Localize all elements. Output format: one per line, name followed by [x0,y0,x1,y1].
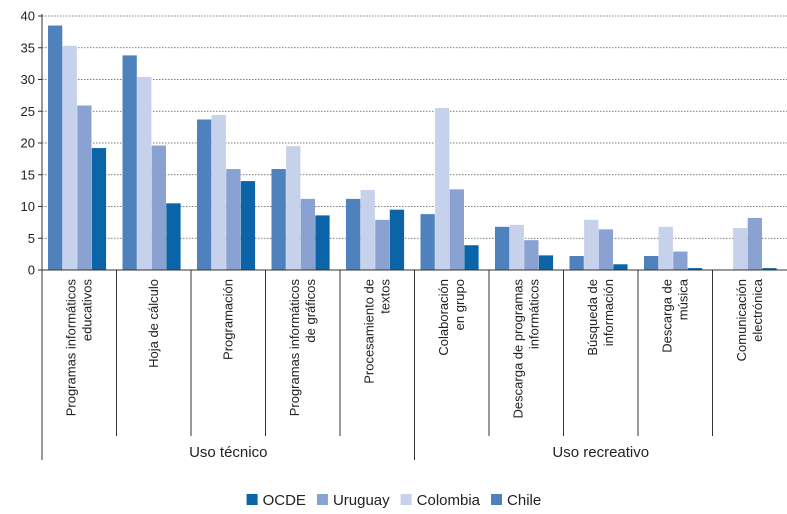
bar-uruguay [151,145,166,270]
bar-colombia [435,108,450,270]
category-label-line: educativos [79,279,94,342]
bar-ocde [613,264,628,270]
category-label: Programas informáticos educativos [63,279,94,417]
legend-item: OCDE [246,492,306,509]
category-label: Descarga de música [659,278,690,352]
category-label: Hoja de cálculo [146,279,161,368]
legend-label: Colombia [417,492,481,509]
bar-uruguay [300,198,315,270]
bar-colombia [137,76,152,271]
bar-colombia [509,224,524,270]
bar-chile [271,169,286,270]
legend-label: Chile [507,492,541,509]
category-label-line: información [601,279,616,346]
legend-label: Uruguay [333,492,390,509]
bar-ocde [687,268,703,270]
bar-uruguay [747,217,762,270]
bar-ocde [91,148,107,270]
bar-colombia [360,189,375,270]
bar-uruguay [598,229,613,270]
bar-uruguay [375,219,390,270]
category-label-line: música [675,278,690,320]
legend-swatch [316,494,328,505]
bar-chile [48,25,63,271]
category-label-line: Descarga de [659,279,674,353]
category-label-line: electrónica [750,278,765,342]
bar-chile [122,55,137,271]
category-label: Programación [220,279,235,360]
bar-uruguay [77,105,92,270]
bar-uruguay [524,240,539,270]
bar-chile [197,119,212,270]
y-tick-label: 10 [21,199,35,214]
legend-swatch [400,494,412,505]
legend-label: OCDE [263,492,306,509]
category-label-line: Búsqueda de [585,279,600,356]
y-tick-label: 0 [28,263,35,278]
bar-ocde [538,255,554,270]
legend-item: Colombia [400,492,481,509]
gridlines [42,15,787,239]
category-label: Búsqueda de información [585,279,616,356]
category-label-line: Programas informáticos [287,279,302,417]
y-tick-label: 20 [21,136,35,151]
bar-ocde [389,209,405,270]
legend: OCDE Uruguay Colombia Chile [246,492,541,509]
category-label: Comunicación electrónica [734,278,765,361]
category-label-line: Comunicación [734,279,749,361]
category-label-line: informáticos [526,279,541,350]
category-label: Procesamiento de textos [361,279,392,384]
group-labels: Uso técnico Uso recreativo [189,444,649,461]
bar-chile [644,256,659,270]
bar-chile [495,226,510,270]
category-label-line: Descarga de programas [510,279,525,419]
category-label-line: Programas informáticos [63,279,78,417]
legend-swatch [491,494,503,505]
y-tick-label: 40 [21,9,35,24]
category-label-line: Colaboración [436,279,451,356]
category-label-line: Hoja de cálculo [146,279,161,368]
category-label-line: Procesamiento de [361,279,376,384]
y-tick-labels: 0 5 10 15 20 25 30 35 40 [21,9,35,278]
bar-colombia [584,219,599,270]
bar-colombia [286,146,301,270]
bar-colombia [211,115,226,270]
bar-chile [346,198,361,270]
y-tick-label: 25 [21,104,35,119]
category-label-line: Programación [220,279,235,360]
bar-uruguay [673,251,688,270]
legend-item: Uruguay [316,492,390,509]
bar-colombia [733,228,748,270]
bar-colombia [62,45,77,270]
group-label: Uso técnico [189,444,267,461]
legend-swatch [246,494,258,505]
bars [48,25,777,271]
bar-uruguay [226,169,241,270]
category-label-line: de gráficos [303,279,318,343]
bar-ocde [166,203,181,270]
y-tick-label: 15 [21,167,35,182]
y-tick-label: 5 [28,231,35,246]
y-tick-label: 35 [21,40,35,55]
group-label: Uso recreativo [552,444,649,461]
bar-ocde [240,181,256,270]
legend-item: Chile [491,492,541,509]
y-tick-label: 30 [21,72,35,87]
category-label: Programas informáticos de gráficos [287,279,318,417]
category-labels: Programas informáticos educativos Hoja de … [63,278,765,418]
bar-ocde [762,268,777,270]
bar-colombia [658,226,673,270]
category-label: Colaboración en grupo [436,279,467,356]
bar-ocde [464,245,479,270]
category-label-line: textos [377,279,392,314]
bar-uruguay [449,189,464,270]
category-label: Descarga de programas informáticos [510,279,541,419]
bar-ocde [315,215,330,270]
category-label-line: en grupo [452,279,467,330]
bar-chile [569,256,584,270]
bar-chile [420,214,435,270]
axes [38,14,787,460]
